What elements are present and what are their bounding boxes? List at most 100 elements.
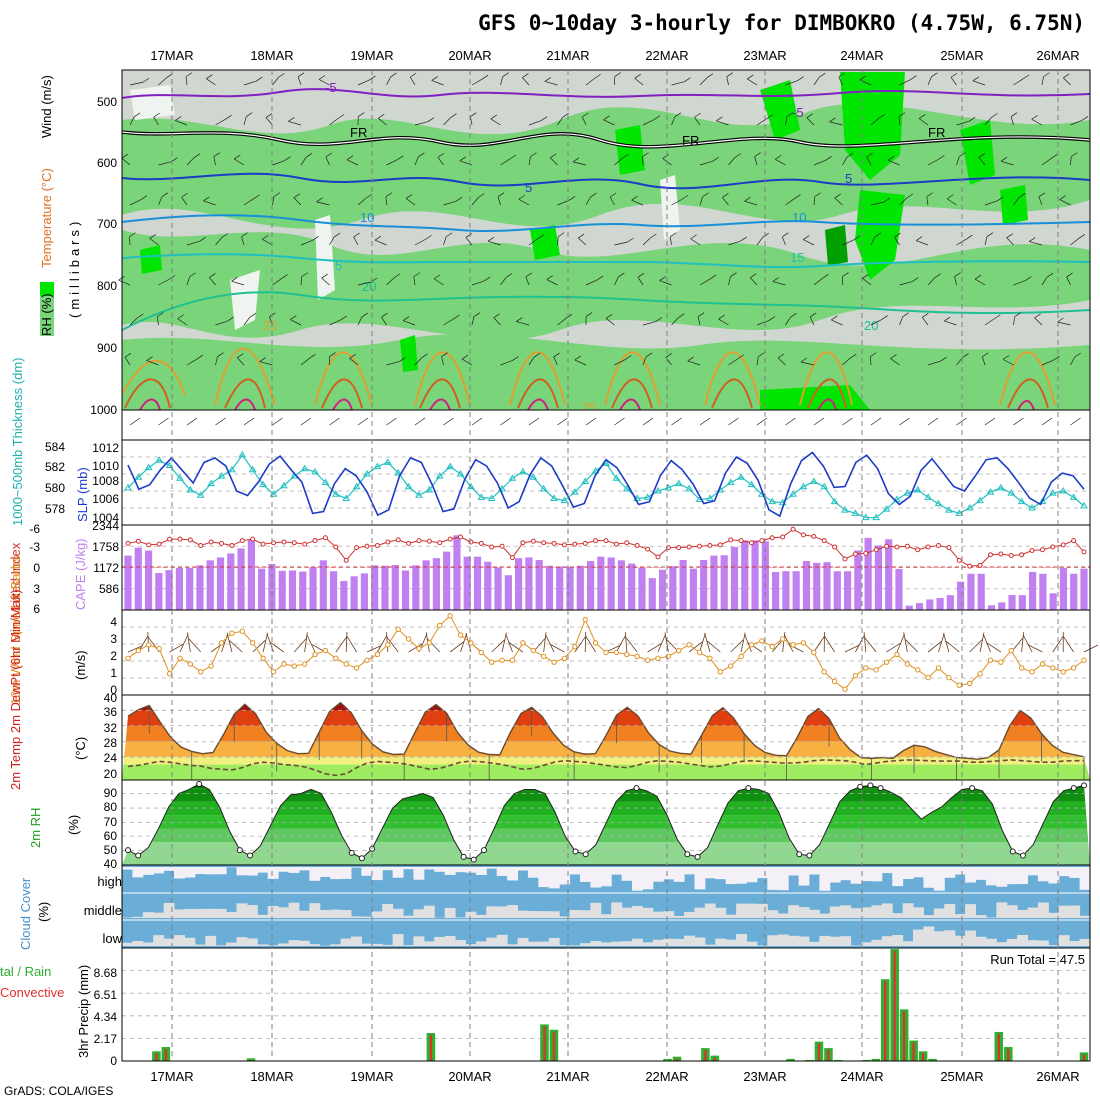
wind-barb-flag — [256, 76, 263, 82]
cloud-high-block — [704, 867, 716, 879]
wind10-marker — [499, 657, 505, 663]
wind10-marker — [624, 651, 630, 658]
cloud-mid-block — [1017, 909, 1029, 918]
wind10-marker — [696, 649, 703, 656]
date-label-top: 24MAR — [840, 48, 883, 63]
cloud-mid-block — [913, 907, 924, 918]
wind-barb-flag — [516, 317, 523, 322]
cape-bar — [669, 566, 677, 610]
cloud-high-block — [611, 867, 623, 875]
cloud-panel: high middle low Cloud Cover (%) — [18, 864, 1091, 950]
cloud-high-block — [246, 867, 258, 876]
rh2m-marker — [1019, 852, 1026, 859]
wind10-barb — [386, 632, 389, 653]
rh2m-marker — [1081, 782, 1087, 789]
wind-barb-flag — [441, 352, 448, 357]
contour-label: FR — [928, 125, 945, 140]
thickness-marker — [965, 504, 974, 511]
wind-barb-flag — [782, 232, 789, 238]
lifted-index-marker — [281, 539, 287, 545]
cloud-mid-block — [288, 902, 300, 918]
wind-barb — [984, 200, 998, 206]
thickness-marker — [176, 474, 184, 481]
lifted-index-marker — [686, 544, 692, 550]
wind-barb-flag — [473, 312, 481, 317]
rh2m-marker — [969, 785, 976, 792]
wind-ylabel: 10m Wind Speed & Barbs — [8, 555, 23, 705]
wind10-marker — [156, 645, 162, 652]
wind-barb-flag — [655, 317, 662, 322]
wind10m-panel: 4 3 2 1 0 10m Wind Speed & Barbs (m/s) — [8, 555, 1099, 705]
cape-bar — [586, 561, 595, 610]
wind10-barb — [293, 638, 307, 653]
wind-barb-flag — [766, 114, 773, 120]
cape-bar — [905, 605, 913, 610]
temp-ylabel: 2m Temp 2m DewPt (6hr Min/Max) — [8, 589, 23, 790]
wind-barb — [838, 76, 843, 86]
top-date-labels: 17MAR 18MAR 19MAR 20MAR 21MAR 22MAR 23MA… — [150, 48, 1079, 63]
bottom-date-labels: 17MAR 18MAR 19MAR 20MAR 21MAR 22MAR 23MA… — [150, 1069, 1079, 1084]
lifted-index-marker — [416, 538, 422, 544]
surface-barb — [870, 417, 882, 426]
cloud-low-block — [330, 944, 342, 946]
wind10-barb — [1022, 634, 1033, 653]
wind10-marker — [572, 644, 578, 650]
lifted-index-marker — [884, 543, 890, 549]
thickness-marker — [404, 482, 413, 490]
wind-barb — [637, 276, 644, 286]
lifted-index-marker — [738, 538, 744, 544]
cape-bar — [946, 595, 954, 610]
cloud-high-block — [423, 867, 435, 870]
wind-barb — [927, 277, 936, 286]
wind10-barb — [585, 635, 596, 653]
slp-thickness-panel: 584 582 580 578 1012 1010 1008 1006 1004… — [10, 358, 1091, 526]
surface-barb — [614, 417, 625, 426]
wind-barb-flag — [722, 193, 729, 198]
cloud-mid-block — [933, 908, 945, 918]
wind-barb — [272, 278, 282, 286]
cloud-low-block — [725, 939, 737, 946]
date-label-top: 22MAR — [645, 48, 688, 63]
cloud-low-block — [361, 943, 373, 946]
wind10-speed-series — [125, 613, 1087, 692]
cape-bar — [288, 570, 297, 610]
lifted-index-marker — [1071, 538, 1077, 544]
upper-ylabel: RH (%) Temperature (°C) Wind (m/s) (mill… — [39, 75, 82, 336]
wind-barb — [409, 76, 416, 86]
wind-barb — [243, 317, 250, 326]
cloud-low-block — [496, 934, 508, 946]
wind-barb — [926, 196, 929, 206]
wind-barb — [557, 236, 559, 246]
precip-total-bar — [833, 1059, 843, 1061]
wind-barb-flag — [312, 236, 319, 241]
wind-barb — [870, 236, 876, 246]
lifted-index-marker — [572, 541, 578, 547]
wind-barb — [671, 199, 683, 206]
wind-barb — [1038, 196, 1043, 206]
cloud-low-block — [840, 936, 852, 946]
slp-series — [127, 451, 1085, 518]
cape-bar — [556, 566, 564, 610]
wind10-marker — [395, 626, 401, 633]
cloud-low-block — [184, 937, 196, 946]
lifted-index-marker — [1081, 549, 1087, 555]
temp-tick: 36 — [104, 705, 118, 719]
wind-barb-flag — [381, 312, 388, 318]
thickness-tick: 584 — [45, 440, 65, 454]
rh2m-marker — [684, 851, 691, 858]
wind-barb — [842, 239, 854, 246]
wind10-barb — [550, 644, 565, 653]
wind-barb — [265, 117, 273, 126]
wind-barb-flag — [890, 354, 897, 359]
rh2m-marker — [358, 855, 365, 862]
wind10-marker — [956, 682, 963, 689]
lifted-index-marker — [167, 536, 173, 542]
thickness-marker — [726, 478, 735, 485]
wind-barb-flag — [321, 273, 328, 279]
wind-barb — [862, 278, 872, 286]
wind10-barb — [855, 635, 865, 653]
cloud-high-block — [840, 867, 852, 881]
wind-barb-flag — [645, 352, 653, 358]
rh2m-ylabel: 2m RH — [28, 808, 43, 848]
cloud-mid-block — [548, 911, 560, 918]
